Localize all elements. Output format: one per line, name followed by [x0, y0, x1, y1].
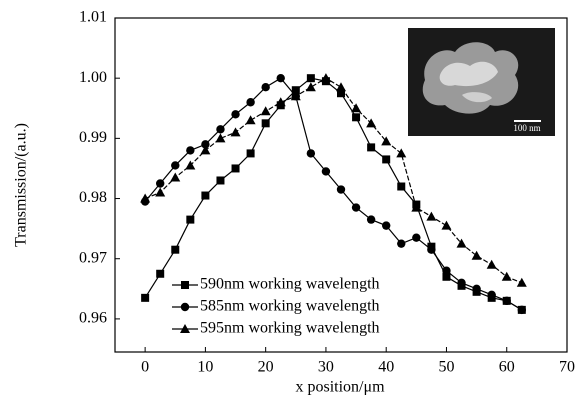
marker [486, 259, 497, 269]
y-tick-label: 1.01 [79, 9, 107, 26]
marker [246, 149, 255, 158]
marker [456, 238, 467, 248]
marker [366, 118, 377, 128]
y-tick-label: 0.98 [79, 189, 107, 206]
marker [261, 119, 270, 128]
marker [397, 239, 406, 248]
x-tick-label: 0 [141, 359, 149, 376]
marker [180, 302, 190, 312]
marker [396, 148, 407, 158]
marker [382, 155, 391, 164]
x-tick-label: 10 [197, 359, 213, 376]
marker [181, 281, 189, 289]
marker [200, 145, 211, 155]
marker [170, 172, 181, 182]
y-tick-label: 0.96 [79, 310, 107, 327]
marker [245, 115, 256, 125]
marker [366, 215, 376, 224]
marker [141, 293, 150, 302]
x-axis-label: x position/μm [295, 379, 385, 396]
inset-image: 100 nm [408, 28, 555, 136]
inset-scale-label: 100 nm [513, 123, 540, 133]
x-tick-label: 70 [559, 359, 575, 376]
marker [426, 211, 437, 221]
marker [216, 176, 225, 185]
marker [230, 127, 241, 137]
marker [290, 91, 301, 101]
marker [186, 215, 195, 224]
marker [457, 278, 466, 287]
marker [397, 182, 406, 191]
marker [180, 324, 190, 333]
marker [260, 106, 271, 116]
marker [382, 221, 391, 230]
marker [305, 82, 316, 92]
marker [411, 202, 422, 212]
marker [471, 250, 482, 260]
x-tick-label: 30 [318, 359, 334, 376]
marker [140, 193, 151, 203]
marker [171, 161, 180, 170]
y-tick-label: 0.99 [79, 129, 107, 146]
legend-label: 585nm working wavelength [200, 298, 380, 315]
marker [155, 187, 166, 197]
x-tick-label: 50 [438, 359, 454, 376]
marker [156, 269, 165, 278]
marker [201, 140, 210, 149]
x-tick-label: 20 [258, 359, 274, 376]
marker [502, 296, 511, 306]
marker [442, 272, 451, 281]
marker [487, 290, 496, 300]
series-line [144, 77, 523, 284]
marker [381, 136, 392, 146]
marker [351, 203, 361, 212]
marker [246, 98, 255, 107]
marker [352, 113, 361, 122]
marker [441, 220, 452, 230]
y-axis-label: Transmission/(a.u.) [13, 123, 30, 247]
marker [186, 146, 195, 155]
marker [185, 160, 196, 170]
x-tick-label: 60 [499, 359, 515, 376]
marker [306, 149, 316, 158]
plot-frame [114, 17, 568, 353]
marker [306, 74, 315, 83]
y-tick-label: 0.97 [79, 249, 107, 266]
marker [261, 83, 270, 92]
legend-label: 590nm working wavelength [200, 276, 380, 293]
marker [516, 277, 527, 287]
marker [472, 284, 481, 294]
marker [336, 185, 346, 194]
y-tick-label: 1.00 [79, 69, 107, 86]
marker [291, 86, 300, 95]
marker [351, 103, 362, 113]
marker [501, 271, 512, 281]
marker [517, 305, 526, 315]
marker [427, 245, 436, 254]
marker [412, 233, 421, 242]
marker [337, 89, 345, 98]
marker [321, 167, 331, 176]
marker [231, 164, 240, 173]
marker [336, 82, 346, 92]
x-tick-label: 40 [378, 359, 394, 376]
marker [442, 266, 451, 275]
marker [216, 125, 225, 134]
marker [276, 73, 285, 83]
marker [156, 179, 165, 188]
marker [367, 143, 376, 152]
marker [231, 110, 240, 119]
marker [201, 191, 210, 200]
marker [171, 245, 180, 254]
marker [320, 73, 331, 83]
marker [215, 133, 226, 143]
legend-label: 595nm working wavelength [200, 320, 380, 337]
marker [275, 97, 286, 107]
